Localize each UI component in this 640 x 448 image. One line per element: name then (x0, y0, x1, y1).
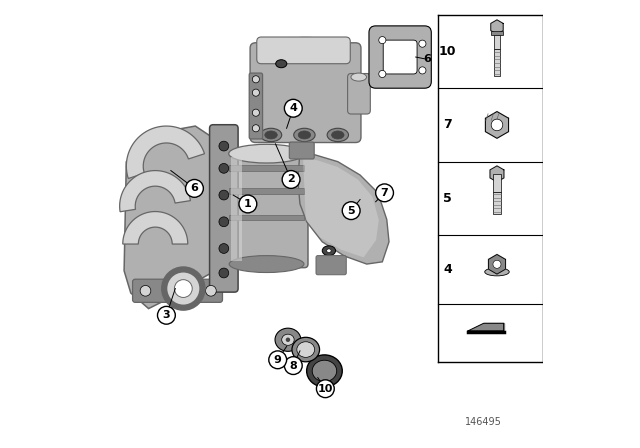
Polygon shape (490, 166, 504, 182)
Text: 5: 5 (348, 206, 355, 215)
Circle shape (164, 269, 202, 308)
Circle shape (186, 180, 204, 197)
Circle shape (379, 37, 386, 44)
Text: 7: 7 (444, 118, 452, 131)
Polygon shape (468, 323, 504, 331)
Text: 10: 10 (317, 384, 333, 394)
Ellipse shape (260, 128, 282, 142)
Circle shape (252, 125, 259, 132)
Ellipse shape (351, 73, 367, 81)
Circle shape (157, 306, 175, 324)
Polygon shape (123, 211, 188, 244)
Circle shape (252, 76, 259, 83)
Text: 5: 5 (444, 192, 452, 205)
Bar (228, 188, 305, 194)
Text: 4: 4 (444, 263, 452, 276)
Polygon shape (491, 20, 503, 34)
Polygon shape (303, 158, 379, 258)
Ellipse shape (228, 144, 305, 163)
Circle shape (285, 337, 290, 342)
Bar (493, 174, 500, 192)
Circle shape (252, 109, 259, 116)
Bar (493, 192, 500, 214)
Circle shape (282, 171, 300, 188)
Circle shape (252, 89, 259, 96)
FancyBboxPatch shape (316, 256, 346, 275)
Circle shape (219, 141, 228, 151)
Bar (231, 157, 242, 260)
Circle shape (219, 268, 228, 278)
Circle shape (219, 190, 228, 200)
Circle shape (175, 280, 192, 297)
Text: 6: 6 (423, 54, 431, 64)
Ellipse shape (292, 337, 319, 362)
FancyBboxPatch shape (289, 142, 314, 159)
Polygon shape (120, 171, 191, 212)
Text: 4: 4 (289, 103, 297, 113)
Circle shape (284, 99, 302, 117)
Circle shape (376, 184, 394, 202)
Circle shape (379, 70, 386, 78)
FancyBboxPatch shape (132, 279, 223, 302)
Text: 2: 2 (287, 174, 295, 185)
Bar (228, 215, 305, 220)
Circle shape (419, 67, 426, 74)
Ellipse shape (322, 246, 335, 256)
FancyBboxPatch shape (257, 37, 350, 64)
FancyBboxPatch shape (225, 151, 308, 267)
Text: 10: 10 (439, 45, 456, 58)
Circle shape (491, 119, 503, 131)
Ellipse shape (332, 131, 344, 139)
Ellipse shape (294, 128, 315, 142)
Text: 7: 7 (381, 188, 388, 198)
Text: 1: 1 (244, 199, 252, 209)
Text: 8: 8 (289, 361, 297, 370)
FancyBboxPatch shape (250, 43, 361, 142)
Circle shape (219, 244, 228, 254)
Polygon shape (485, 112, 509, 138)
Bar (491, 31, 503, 34)
FancyBboxPatch shape (209, 125, 238, 292)
Circle shape (342, 202, 360, 220)
Ellipse shape (307, 355, 342, 387)
Ellipse shape (326, 249, 331, 253)
FancyBboxPatch shape (348, 73, 371, 114)
Bar (494, 34, 500, 49)
Ellipse shape (298, 131, 310, 139)
Circle shape (269, 351, 287, 369)
Bar (494, 49, 500, 76)
Circle shape (493, 260, 501, 268)
Ellipse shape (282, 334, 294, 345)
Ellipse shape (275, 328, 301, 351)
Ellipse shape (265, 131, 277, 139)
Polygon shape (488, 254, 506, 274)
Polygon shape (126, 126, 205, 178)
Ellipse shape (484, 268, 509, 276)
FancyBboxPatch shape (249, 73, 262, 139)
Polygon shape (298, 153, 389, 264)
Text: 9: 9 (274, 355, 282, 365)
Ellipse shape (229, 256, 304, 272)
Circle shape (219, 217, 228, 227)
Ellipse shape (297, 342, 315, 358)
Circle shape (219, 164, 228, 173)
Text: 3: 3 (163, 310, 170, 320)
Text: 6: 6 (191, 183, 198, 194)
FancyBboxPatch shape (383, 40, 417, 74)
Circle shape (419, 40, 426, 47)
Circle shape (239, 195, 257, 213)
Ellipse shape (262, 38, 349, 59)
Circle shape (284, 357, 302, 375)
Ellipse shape (327, 128, 349, 142)
Circle shape (316, 380, 334, 398)
Text: 146495: 146495 (465, 417, 502, 426)
Bar (228, 165, 305, 171)
Polygon shape (124, 126, 216, 309)
Circle shape (140, 285, 151, 296)
FancyBboxPatch shape (369, 26, 431, 88)
Circle shape (205, 285, 216, 296)
Ellipse shape (276, 60, 287, 68)
Ellipse shape (312, 360, 337, 382)
